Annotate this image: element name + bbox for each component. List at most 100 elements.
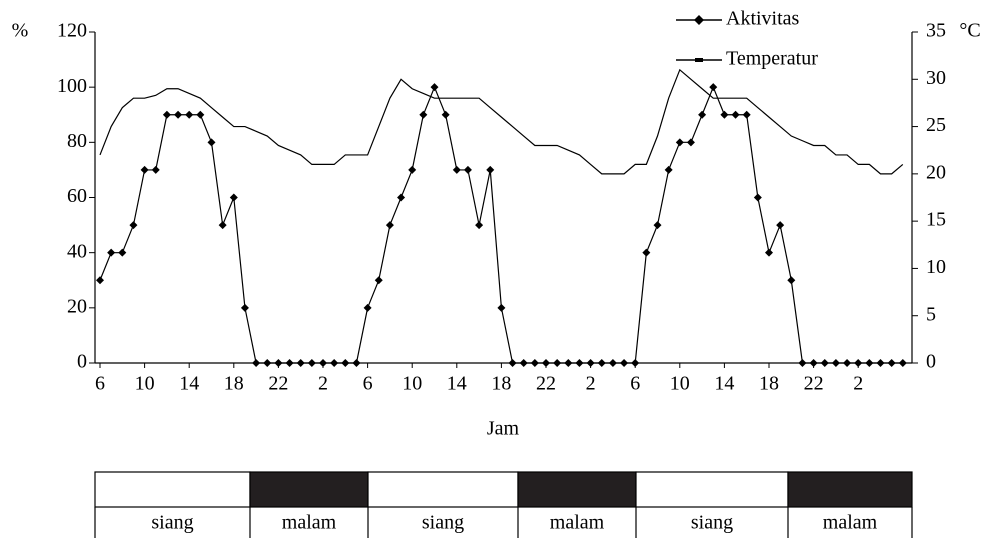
period-band bbox=[635, 471, 789, 508]
data-point bbox=[252, 359, 261, 367]
y-tick-label: 120 bbox=[57, 20, 87, 42]
data-point bbox=[129, 221, 138, 230]
y2-tick-label: 30 bbox=[926, 67, 946, 89]
x-tick-label: 6 bbox=[363, 373, 373, 395]
data-point bbox=[229, 193, 238, 202]
x-tick-label: 22 bbox=[804, 373, 824, 395]
data-point bbox=[820, 359, 829, 367]
data-point bbox=[898, 359, 907, 367]
data-point bbox=[798, 359, 807, 367]
x-tick-label: 18 bbox=[759, 373, 779, 395]
x-tick-label: 14 bbox=[447, 373, 467, 395]
data-point bbox=[608, 359, 617, 367]
data-point bbox=[564, 359, 573, 367]
data-point bbox=[675, 138, 684, 147]
data-point bbox=[709, 83, 718, 92]
data-point bbox=[107, 248, 116, 257]
data-point bbox=[553, 359, 562, 367]
data-point bbox=[686, 138, 695, 147]
y2-unit: °C bbox=[959, 20, 980, 42]
data-point bbox=[753, 193, 762, 202]
data-point bbox=[385, 221, 394, 230]
data-point bbox=[341, 359, 350, 367]
period-label: siang bbox=[422, 512, 464, 534]
data-point bbox=[542, 359, 550, 367]
legend-marker bbox=[695, 58, 703, 62]
data-point bbox=[653, 221, 662, 230]
x-tick-label: 10 bbox=[402, 373, 422, 395]
data-point bbox=[843, 359, 852, 367]
data-point bbox=[530, 359, 539, 367]
x-tick-label: 18 bbox=[491, 373, 511, 395]
data-point bbox=[865, 359, 874, 367]
data-point bbox=[854, 359, 863, 367]
data-point bbox=[575, 359, 584, 367]
y-tick-label: 40 bbox=[67, 240, 87, 262]
data-point bbox=[742, 110, 751, 119]
data-point bbox=[151, 165, 160, 174]
y2-tick-label: 5 bbox=[926, 303, 936, 325]
data-point bbox=[720, 110, 729, 119]
data-point bbox=[664, 165, 673, 174]
data-point bbox=[296, 359, 305, 367]
series-line bbox=[99, 68, 904, 175]
data-point bbox=[776, 221, 785, 230]
data-point bbox=[597, 359, 606, 367]
x-tick-label: 6 bbox=[95, 373, 105, 395]
y2-tick-label: 15 bbox=[926, 209, 946, 231]
data-point bbox=[274, 359, 283, 367]
data-point bbox=[419, 110, 428, 119]
period-band bbox=[94, 471, 251, 508]
period-label: malam bbox=[282, 512, 337, 534]
legend-label: Aktivitas bbox=[726, 8, 800, 30]
data-point bbox=[731, 110, 740, 119]
data-point bbox=[876, 359, 885, 367]
period-band bbox=[367, 471, 519, 508]
period-band bbox=[249, 471, 369, 508]
period-label: siang bbox=[691, 512, 733, 534]
data-point bbox=[397, 193, 406, 202]
y-tick-label: 60 bbox=[67, 185, 87, 207]
legend-marker bbox=[694, 15, 704, 25]
data-point bbox=[330, 359, 339, 367]
data-point bbox=[631, 359, 640, 367]
data-point bbox=[240, 303, 249, 312]
data-point bbox=[207, 138, 216, 147]
data-point bbox=[441, 110, 450, 119]
legend-label: Temperatur bbox=[726, 48, 818, 70]
x-tick-label: 22 bbox=[268, 373, 288, 395]
data-point bbox=[140, 165, 149, 174]
data-point bbox=[586, 359, 595, 367]
period-label: malam bbox=[550, 512, 605, 534]
data-point bbox=[307, 359, 316, 367]
data-point bbox=[363, 303, 372, 312]
period-band bbox=[517, 471, 637, 508]
data-point bbox=[486, 165, 495, 174]
data-point bbox=[497, 303, 506, 312]
y2-tick-label: 0 bbox=[926, 351, 936, 373]
y-tick-label: 100 bbox=[57, 75, 87, 97]
data-point bbox=[285, 359, 294, 367]
y2-tick-label: 20 bbox=[926, 161, 946, 183]
data-point bbox=[809, 359, 818, 367]
data-point bbox=[787, 276, 796, 285]
data-point bbox=[642, 248, 651, 257]
x-tick-label: 2 bbox=[318, 373, 328, 395]
x-tick-label: 2 bbox=[586, 373, 596, 395]
x-tick-label: 14 bbox=[179, 373, 199, 395]
y-tick-label: 80 bbox=[67, 130, 87, 152]
data-point bbox=[319, 359, 327, 367]
x-tick-label: 2 bbox=[853, 373, 863, 395]
data-point bbox=[218, 221, 227, 230]
y-tick-label: 0 bbox=[77, 351, 87, 373]
data-point bbox=[831, 359, 840, 367]
data-point bbox=[174, 110, 183, 119]
period-label: siang bbox=[151, 512, 193, 534]
data-point bbox=[452, 165, 461, 174]
y-tick-label: 20 bbox=[67, 295, 87, 317]
data-point bbox=[887, 359, 896, 367]
data-point bbox=[162, 110, 171, 119]
x-tick-label: 6 bbox=[630, 373, 640, 395]
y-unit: % bbox=[12, 20, 29, 42]
